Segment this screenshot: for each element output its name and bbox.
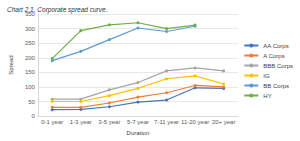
svg-text:Spread: Spread xyxy=(8,55,14,74)
svg-text:100: 100 xyxy=(25,84,36,90)
svg-text:0-1 year: 0-1 year xyxy=(41,119,63,125)
svg-text:HY: HY xyxy=(263,93,271,99)
svg-text:11-20 year: 11-20 year xyxy=(181,119,209,125)
svg-text:A Corps: A Corps xyxy=(263,53,284,59)
svg-text:150: 150 xyxy=(25,69,36,75)
svg-text:BB Corps: BB Corps xyxy=(263,83,289,89)
svg-text:AA Corps: AA Corps xyxy=(263,43,288,49)
svg-text:0: 0 xyxy=(32,113,36,119)
svg-text:50: 50 xyxy=(28,99,35,105)
svg-text:300: 300 xyxy=(25,26,36,32)
svg-text:1-3 year: 1-3 year xyxy=(70,119,92,125)
svg-text:200: 200 xyxy=(25,55,36,61)
svg-text:20+ year: 20+ year xyxy=(212,119,236,125)
svg-text:Chart 2.1. Corporate spread cu: Chart 2.1. Corporate spread curve. xyxy=(7,6,108,14)
svg-text:BBB Corps: BBB Corps xyxy=(263,63,293,69)
svg-text:5-7 year: 5-7 year xyxy=(127,119,149,125)
svg-text:IG: IG xyxy=(263,73,270,79)
svg-text:3-5 year: 3-5 year xyxy=(98,119,120,125)
svg-text:350: 350 xyxy=(24,11,35,17)
svg-text:Duration: Duration xyxy=(127,130,150,136)
svg-text:7-11 year: 7-11 year xyxy=(154,119,179,125)
svg-text:250: 250 xyxy=(25,40,36,46)
